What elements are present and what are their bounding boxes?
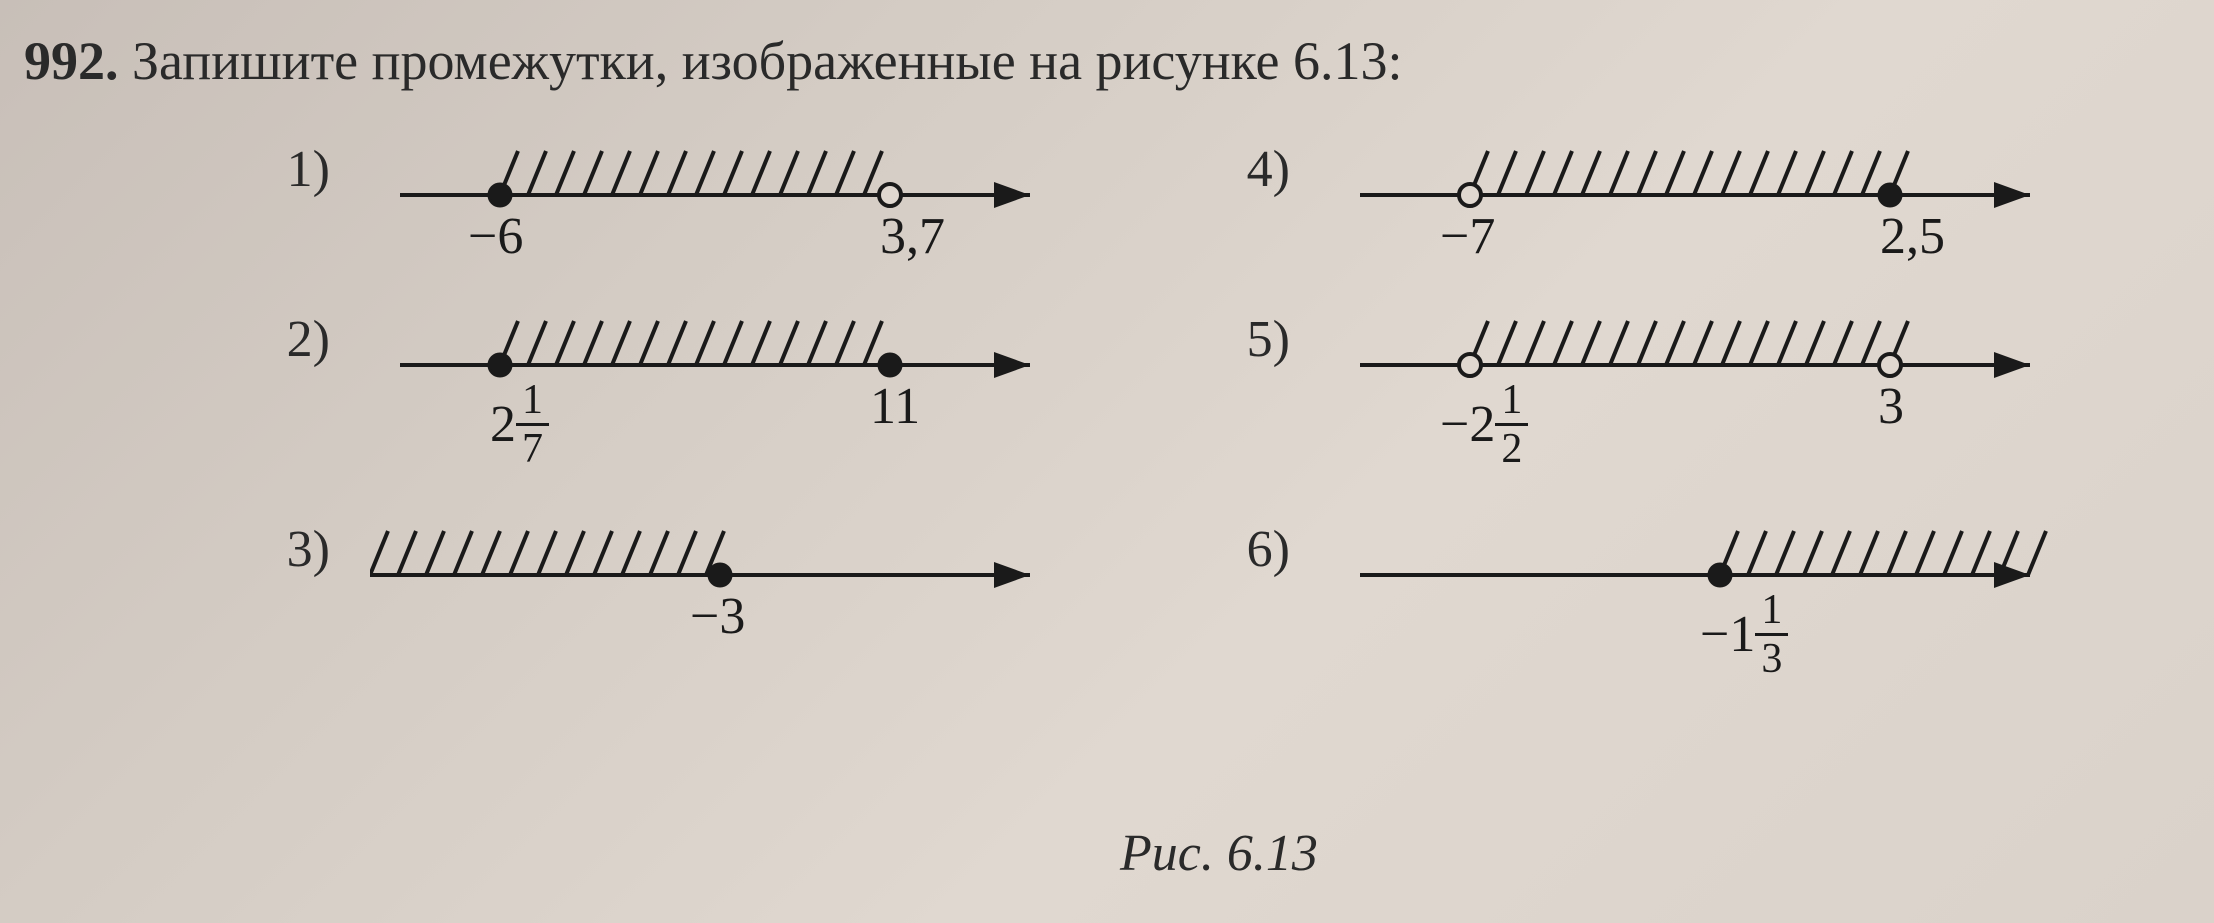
problem-item: 4) −7 2,5: [1220, 130, 2120, 270]
open-point-icon: [1459, 184, 1481, 206]
item-index: 5): [1220, 300, 1290, 369]
arrowhead-icon: [1994, 352, 2030, 378]
point-label: 3: [1878, 377, 1904, 436]
point-label: 2,5: [1880, 207, 1945, 266]
item-index: 2): [260, 300, 330, 369]
closed-point-icon: [1879, 184, 1901, 206]
point-label: −113: [1700, 587, 1788, 682]
number-line-wrap: 217 11: [370, 300, 1070, 480]
open-point-icon: [1879, 354, 1901, 376]
number-line-diagram: [370, 300, 1090, 480]
item-index: 1): [260, 130, 330, 199]
arrowhead-icon: [994, 562, 1030, 588]
open-point-icon: [1459, 354, 1481, 376]
closed-point-icon: [489, 184, 511, 206]
item-index: 4): [1220, 130, 1290, 199]
problem-text: Запишите промежутки, изображенные на рис…: [132, 31, 1402, 91]
number-line-diagram: [1330, 300, 2050, 480]
point-label: 11: [870, 377, 920, 436]
hatching: [1470, 151, 1908, 195]
hatching: [1470, 321, 1908, 365]
number-line-wrap: −3: [370, 510, 1070, 650]
closed-point-icon: [709, 564, 731, 586]
arrowhead-icon: [994, 182, 1030, 208]
open-point-icon: [879, 184, 901, 206]
problem-item: 6) −113: [1220, 510, 2120, 690]
page: 992. Запишите промежутки, изображенные н…: [0, 0, 2214, 923]
figure-caption: Рис. 6.13: [1120, 824, 1318, 883]
arrowhead-icon: [1994, 562, 2030, 588]
hatching: [500, 321, 882, 365]
problem-header: 992. Запишите промежутки, изображенные н…: [24, 30, 1402, 92]
closed-point-icon: [879, 354, 901, 376]
closed-point-icon: [1709, 564, 1731, 586]
hatching: [500, 151, 882, 195]
point-label: 3,7: [880, 207, 945, 266]
number-line-wrap: −113: [1330, 510, 2030, 690]
point-label: −7: [1440, 207, 1495, 266]
point-label: −212: [1440, 377, 1528, 472]
closed-point-icon: [489, 354, 511, 376]
point-label: 217: [490, 377, 549, 472]
number-line-wrap: −7 2,5: [1330, 130, 2030, 270]
item-index: 6): [1220, 510, 1290, 579]
problem-number: 992.: [24, 31, 119, 91]
point-label: −3: [690, 587, 745, 646]
problems-grid: 1) −6 3,7 4) −7 2,5 2) 217 11 5) −212 3 3) −3 6) −113: [260, 130, 2120, 690]
number-line-diagram: [1330, 510, 2050, 690]
problem-item: 1) −6 3,7: [260, 130, 1080, 270]
problem-item: 5) −212 3: [1220, 300, 2120, 480]
point-label: −6: [468, 207, 523, 266]
hatching: [370, 531, 724, 575]
item-index: 3): [260, 510, 330, 579]
number-line-wrap: −212 3: [1330, 300, 2030, 480]
problem-item: 2) 217 11: [260, 300, 1080, 480]
number-line-wrap: −6 3,7: [370, 130, 1070, 270]
arrowhead-icon: [994, 352, 1030, 378]
problem-item: 3) −3: [260, 510, 1080, 690]
arrowhead-icon: [1994, 182, 2030, 208]
